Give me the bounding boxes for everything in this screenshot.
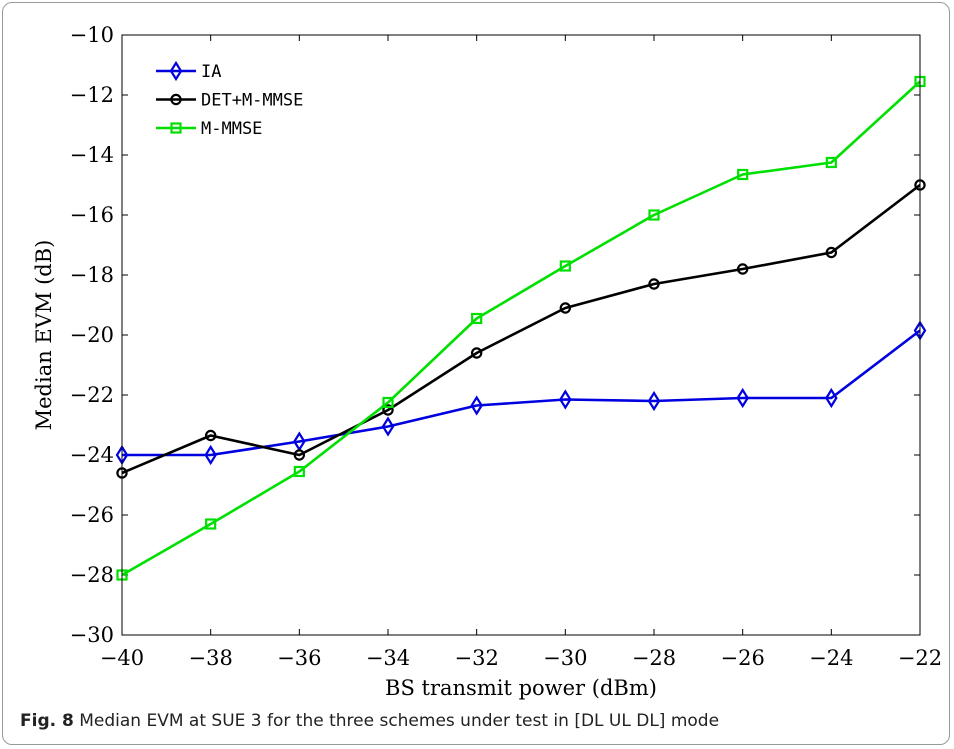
data-point bbox=[471, 312, 483, 325]
series-line bbox=[121, 183, 921, 475]
data-point bbox=[293, 465, 305, 478]
x-tick-label: −38 bbox=[189, 646, 233, 670]
x-tick-label: −26 bbox=[721, 646, 765, 670]
y-tick-label: −18 bbox=[70, 263, 114, 287]
x-tick-label: −22 bbox=[898, 646, 942, 670]
series-line bbox=[122, 329, 921, 457]
figure-caption: Fig. 8 Median EVM at SUE 3 for the three… bbox=[20, 711, 719, 731]
data-point bbox=[559, 260, 571, 272]
x-tick-label: −40 bbox=[100, 646, 144, 670]
data-point bbox=[825, 246, 838, 259]
legend-marker bbox=[170, 122, 182, 134]
legend-marker bbox=[169, 60, 183, 82]
y-tick-label: −14 bbox=[70, 143, 114, 167]
series-line bbox=[121, 80, 921, 577]
y-tick-label: −10 bbox=[70, 23, 114, 47]
legend-label: IA bbox=[201, 62, 221, 82]
data-point bbox=[382, 404, 394, 416]
y-tick-label: −26 bbox=[70, 503, 114, 527]
caption-text: Median EVM at SUE 3 for the three scheme… bbox=[79, 711, 720, 731]
data-point bbox=[381, 416, 395, 437]
data-point bbox=[204, 444, 217, 466]
data-point bbox=[647, 390, 661, 412]
data-point bbox=[825, 156, 837, 169]
data-point bbox=[205, 518, 217, 530]
y-tick-label: −22 bbox=[70, 383, 114, 407]
y-tick-label: −16 bbox=[70, 203, 114, 227]
y-tick-label: −28 bbox=[70, 563, 114, 587]
legend-item: IA bbox=[156, 60, 221, 82]
series-det-m-mmse bbox=[116, 179, 926, 479]
x-tick-label: −30 bbox=[543, 646, 587, 670]
data-point bbox=[559, 302, 572, 314]
legend-item: M-MMSE bbox=[156, 119, 262, 139]
legend-label: DET+M-MMSE bbox=[201, 91, 303, 111]
data-point bbox=[737, 168, 749, 181]
plot-area bbox=[121, 34, 921, 636]
y-tick-label: −30 bbox=[70, 623, 114, 647]
x-axis-label: BS transmit power (dBm) bbox=[385, 676, 657, 700]
x-tick-label: −36 bbox=[277, 646, 321, 670]
legend-item: DET+M-MMSE bbox=[156, 91, 303, 111]
caption-label: Fig. 8 bbox=[20, 711, 74, 731]
x-tick-label: −24 bbox=[809, 646, 853, 670]
y-tick-label: −12 bbox=[70, 83, 114, 107]
x-tick-label: −28 bbox=[632, 646, 676, 670]
data-point bbox=[293, 449, 306, 461]
y-tick-label: −20 bbox=[70, 323, 114, 347]
series-m-mmse bbox=[116, 75, 926, 581]
legend-label: M-MMSE bbox=[201, 119, 262, 139]
legend-marker bbox=[170, 93, 182, 106]
x-tick-label: −34 bbox=[366, 646, 410, 670]
x-tick-label: −32 bbox=[455, 646, 499, 670]
data-point bbox=[470, 347, 483, 359]
data-point bbox=[204, 429, 217, 442]
data-point bbox=[470, 395, 483, 416]
data-point bbox=[382, 396, 394, 409]
data-point bbox=[736, 263, 749, 275]
data-point bbox=[736, 387, 749, 409]
y-tick-label: −24 bbox=[70, 443, 114, 467]
data-point bbox=[648, 278, 660, 290]
data-point bbox=[825, 387, 838, 409]
evm-chart: −40 −38 −36 −34 −32 −30 −28 −26 −24 −22 −30 −28 −26 −… bbox=[32, 23, 942, 700]
data-point bbox=[648, 209, 660, 221]
data-point bbox=[559, 389, 572, 410]
y-axis-label: Median EVM (dB) bbox=[32, 240, 56, 431]
legend: IA DET+M-MMSE M-MMSE bbox=[138, 52, 343, 150]
